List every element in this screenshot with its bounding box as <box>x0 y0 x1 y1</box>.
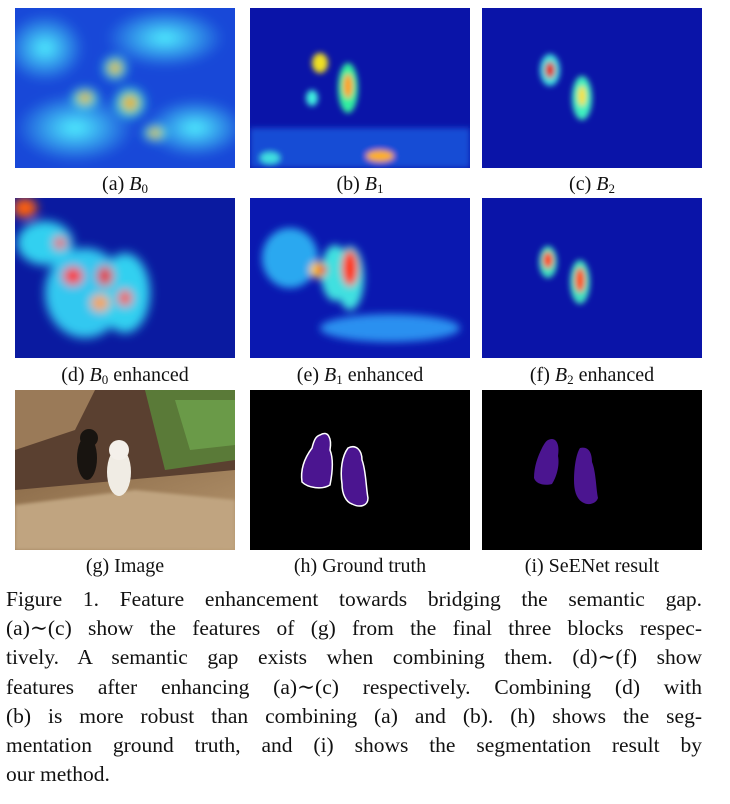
caption-f: (f) B2 enhanced <box>529 364 655 387</box>
caption-g: (g) Image <box>85 555 165 577</box>
caption-b: (b) B1 <box>336 173 384 196</box>
caption-i: (i) SeENet result <box>524 555 660 577</box>
heatmap-b1-enhanced <box>250 198 470 358</box>
caption-a: (a) B0 <box>102 173 148 196</box>
caption-d: (d) B0 enhanced <box>61 364 189 387</box>
caption-line: features after enhancing (a)∼(c) respect… <box>6 674 702 699</box>
caption-line: (a)∼(c) show the features of (g) from th… <box>6 616 702 641</box>
input-image <box>15 390 235 550</box>
caption-line: (b) is more robust than combining (a) an… <box>6 703 702 728</box>
seenet-result-mask <box>482 390 702 550</box>
heatmap-b2 <box>482 8 702 168</box>
figure-caption: Figure 1. Feature enhancement towards br… <box>6 585 702 789</box>
heatmap-b2-enhanced <box>482 198 702 358</box>
caption-line: tively. A semantic gap exists when combi… <box>6 645 702 670</box>
heatmap-b0-enhanced <box>15 198 235 358</box>
caption-c: (c) B2 <box>569 173 615 196</box>
caption-line: Figure 1. Feature enhancement towards br… <box>6 587 702 611</box>
ground-truth-mask <box>250 390 470 550</box>
caption-e: (e) B1 enhanced <box>296 364 424 387</box>
caption-h: (h) Ground truth <box>293 555 427 577</box>
heatmap-b0 <box>15 8 235 168</box>
heatmap-b1 <box>250 8 470 168</box>
caption-line: mentation ground truth, and (i) shows th… <box>6 733 702 758</box>
caption-line: our method. <box>6 762 110 787</box>
